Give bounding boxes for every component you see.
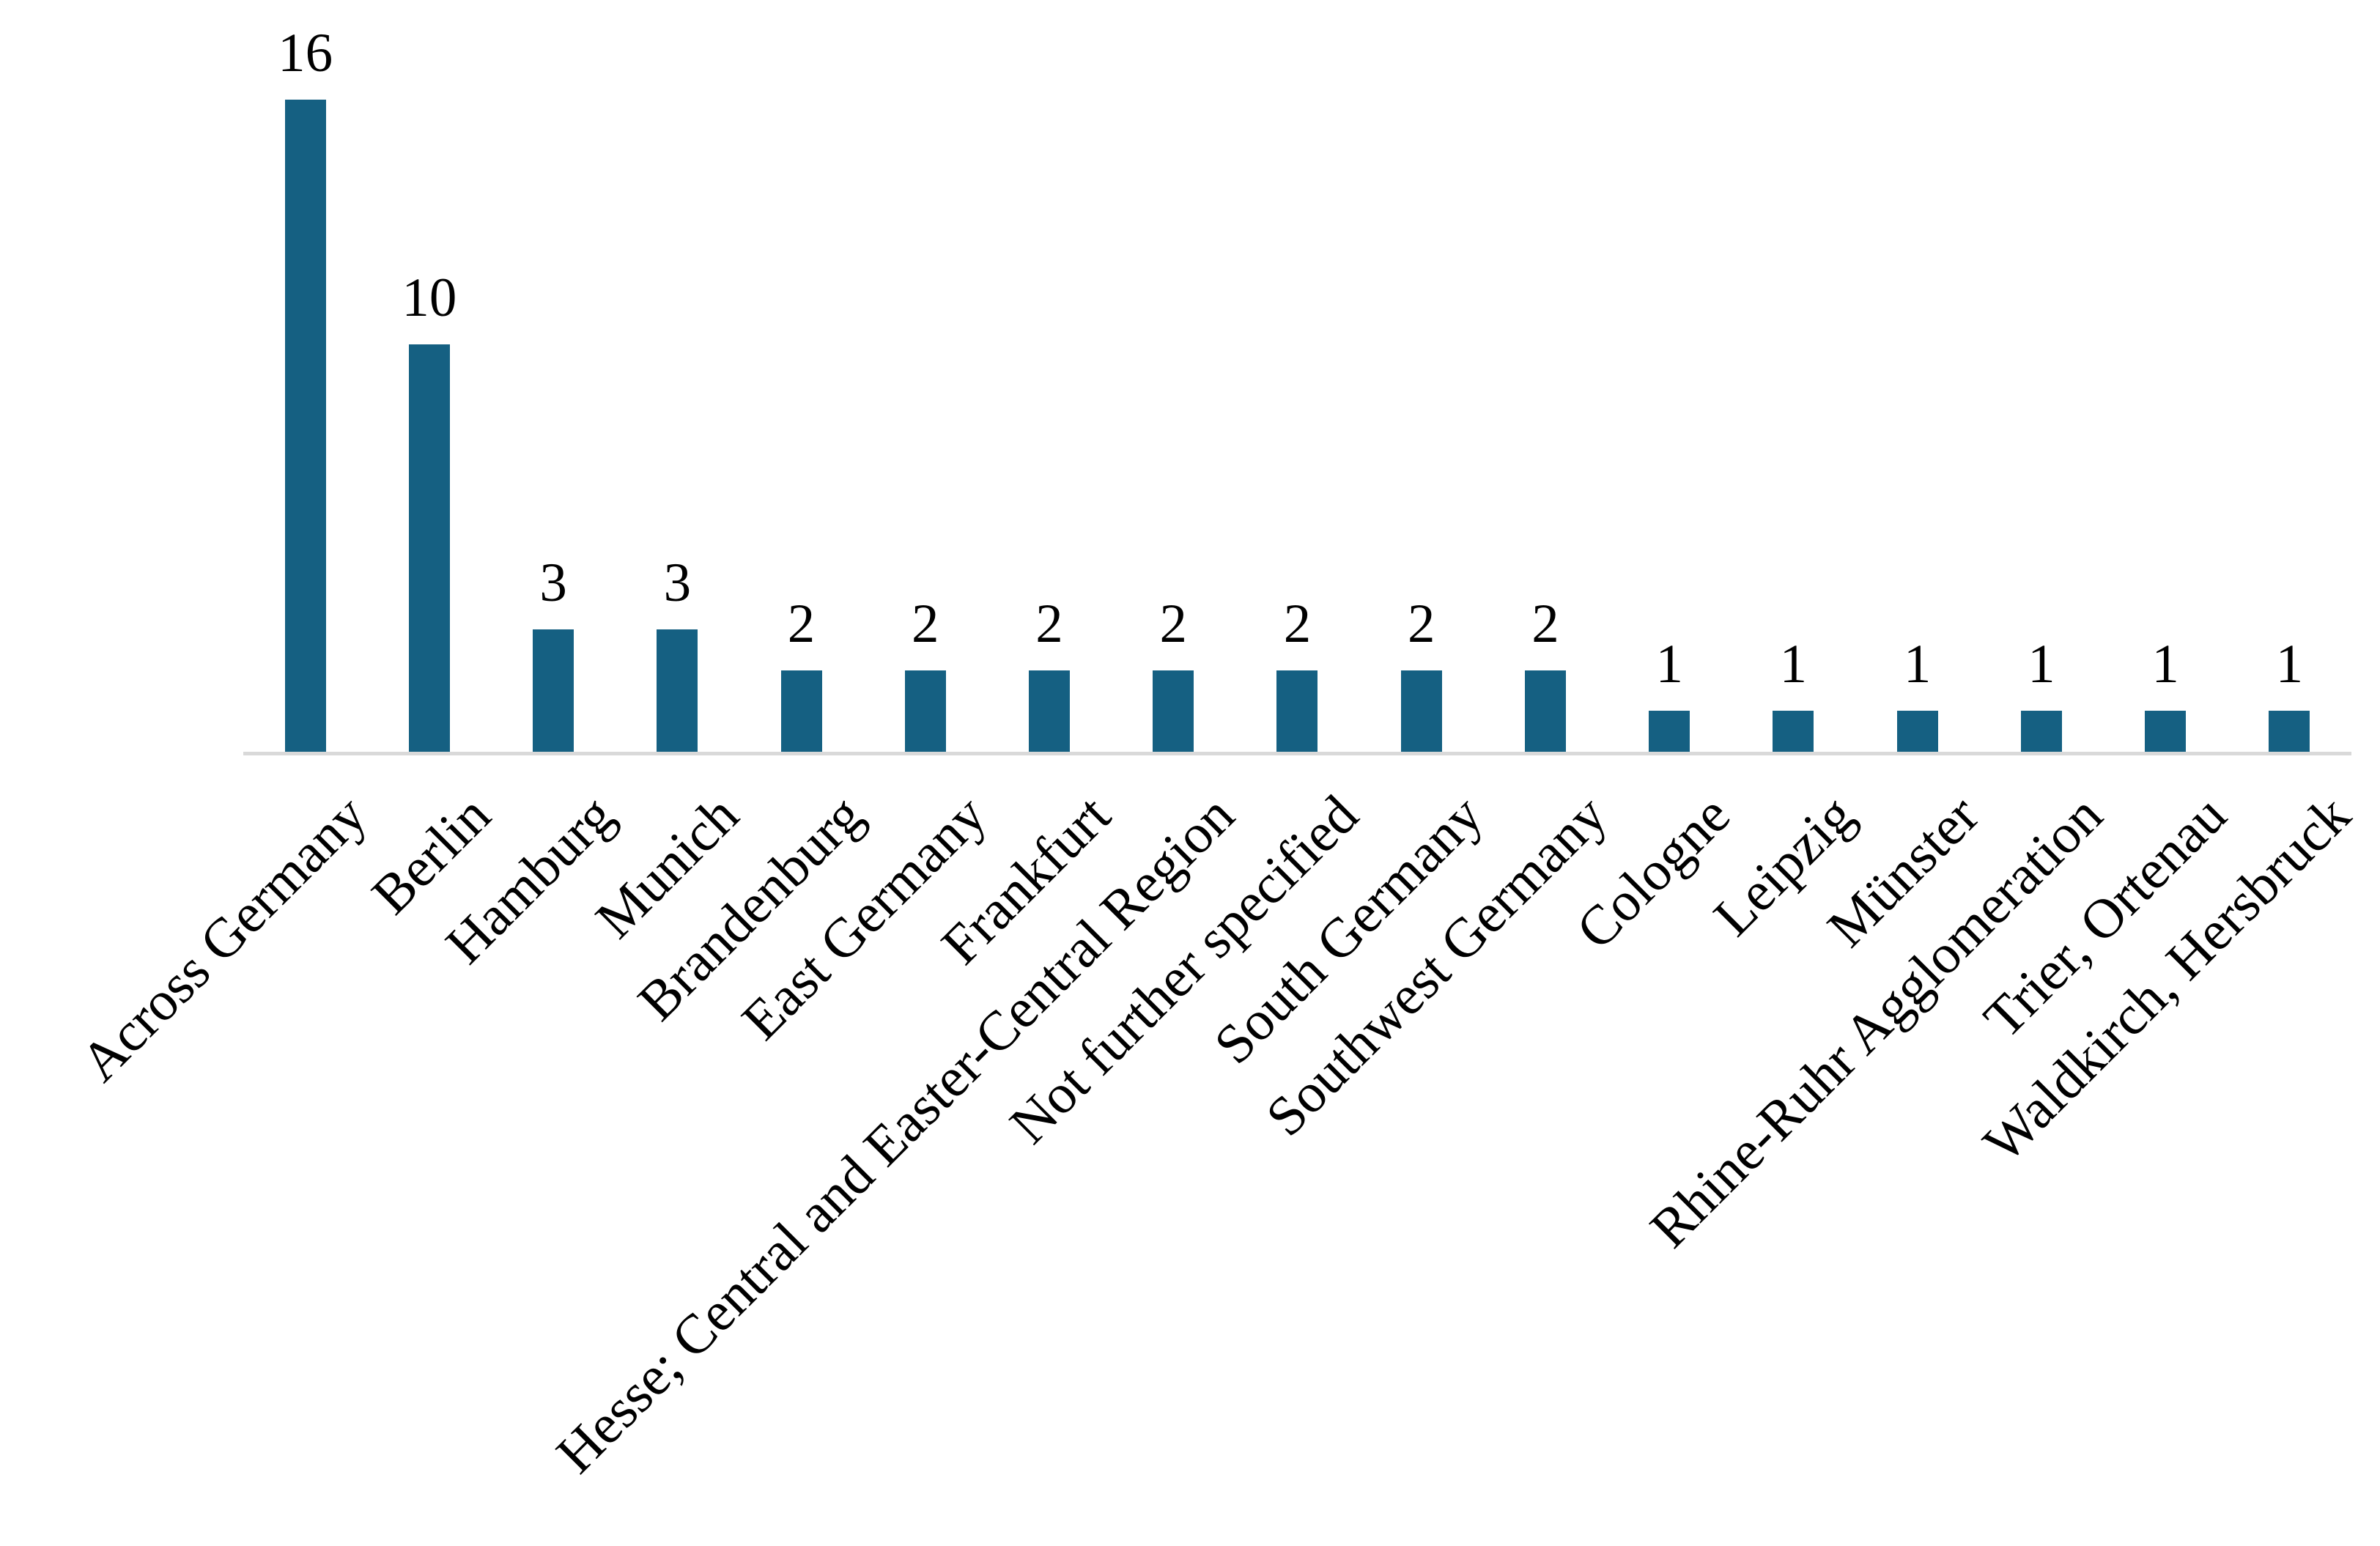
bar [1400, 670, 1442, 752]
bar [657, 629, 698, 752]
bar-value-label: 2 [787, 593, 816, 654]
bar-slot: 1 [2228, 0, 2351, 752]
category-label: Frankfurt [929, 783, 1123, 977]
bar [1276, 670, 1318, 752]
bar-slot: 2 [863, 0, 987, 752]
bar-value-label: 2 [1531, 593, 1559, 654]
bar-value-label: 16 [278, 23, 333, 84]
bar [2145, 711, 2187, 752]
category-label: Southwest Germany [1254, 783, 1619, 1148]
bar-slot: 2 [739, 0, 863, 752]
category-label: Cologne [1564, 783, 1742, 961]
bar-slot: 3 [616, 0, 739, 752]
category-label: Hesse; Central and Easter-Central Region [544, 783, 1246, 1485]
bar-value-label: 2 [1283, 593, 1312, 654]
bar [1153, 670, 1194, 752]
category-label: Waldkirch, Hersbruck [1971, 783, 2362, 1175]
bar-value-label: 2 [1159, 593, 1188, 654]
category-label: East Germany [730, 783, 999, 1052]
bar [284, 100, 326, 752]
category-label: Münster [1815, 783, 1991, 959]
bar-value-label: 1 [2151, 634, 2179, 695]
bar-slot: 10 [367, 0, 491, 752]
bar [1029, 670, 1071, 752]
bar-value-label: 2 [1035, 593, 1063, 654]
bar [408, 344, 450, 752]
bar-value-label: 1 [2028, 634, 2055, 695]
bar [1773, 711, 1814, 752]
category-label: Munich [583, 783, 750, 950]
bar-value-label: 2 [1407, 593, 1435, 654]
bar [1896, 711, 1938, 752]
plot-area: 16 10 3 3 2 2 2 2 2 2 2 1 1 1 1 1 1 [243, 0, 2351, 752]
bar [2269, 711, 2310, 752]
bar [780, 670, 822, 752]
category-label: Not further specified [998, 783, 1370, 1155]
bar-value-label: 10 [402, 267, 457, 328]
bar [533, 629, 574, 752]
bar-slot: 1 [1732, 0, 1855, 752]
category-label: Brandenburg [626, 783, 875, 1032]
bar-slot: 2 [987, 0, 1111, 752]
bar-slot: 16 [243, 0, 367, 752]
bar-value-label: 3 [539, 552, 567, 613]
bar-value-label: 1 [1903, 634, 1932, 695]
bar-slot: 2 [1112, 0, 1235, 752]
bar-slot: 1 [1979, 0, 2103, 752]
bar [2020, 711, 2062, 752]
bar-slot: 3 [491, 0, 615, 752]
bar [904, 670, 946, 752]
bar [1649, 711, 1690, 752]
category-label: Rhine-Ruhr Agglomeration [1638, 783, 2115, 1260]
bar-value-label: 1 [1655, 634, 1683, 695]
bar-slot: 2 [1235, 0, 1359, 752]
bar-value-label: 3 [663, 552, 692, 613]
category-label: Hamburg [434, 783, 627, 976]
bar-slot: 1 [1855, 0, 1979, 752]
bar-slot: 1 [2104, 0, 2228, 752]
bar-value-label: 2 [912, 593, 939, 654]
bar-slot: 2 [1483, 0, 1607, 752]
bar-slot: 1 [1608, 0, 1732, 752]
category-label: South Germany [1202, 783, 1495, 1076]
bar-slot: 2 [1359, 0, 1483, 752]
bar-value-label: 1 [1779, 634, 1808, 695]
category-label: Leipzig [1701, 783, 1866, 948]
bar-value-label: 1 [2275, 634, 2304, 695]
x-axis-line [243, 752, 2351, 755]
category-label: Trier, Ortenau [1972, 783, 2239, 1050]
category-label: Berlin [360, 783, 503, 926]
bar [1524, 670, 1566, 752]
category-label: Across Germany [69, 783, 379, 1093]
